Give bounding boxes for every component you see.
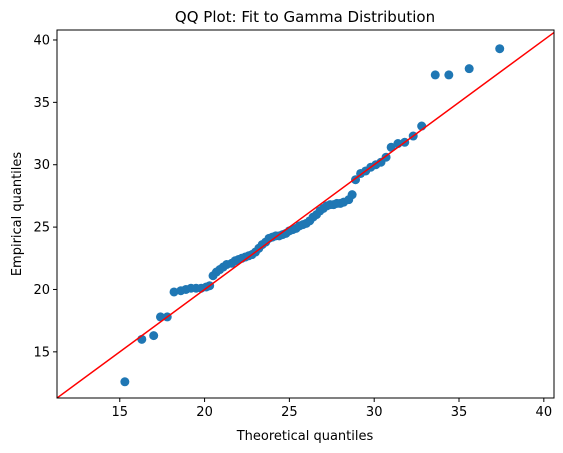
x-axis: 15 20 25 30 35 40 <box>111 398 552 420</box>
x-tick-label: 20 <box>196 405 213 420</box>
data-point <box>120 377 130 387</box>
x-tick-label: 15 <box>111 405 128 420</box>
y-tick-label: 15 <box>33 345 50 360</box>
plot-frame <box>56 29 555 399</box>
y-tick-label: 40 <box>33 33 50 48</box>
data-point <box>169 287 179 297</box>
data-point <box>464 64 474 74</box>
y-tick-label: 30 <box>33 158 50 173</box>
x-axis-title: Theoretical quantiles <box>236 429 374 444</box>
data-point <box>386 142 396 152</box>
data-point <box>430 70 440 80</box>
data-point <box>495 44 505 54</box>
y-tick-label: 25 <box>33 221 50 236</box>
x-tick-label: 25 <box>281 405 298 420</box>
data-point <box>155 312 165 322</box>
x-tick-label: 30 <box>366 405 383 420</box>
x-tick-label: 40 <box>536 405 553 420</box>
data-point <box>149 331 159 341</box>
data-point <box>347 190 357 200</box>
y-axis-title: Empirical quantiles <box>10 152 25 277</box>
x-tick-label: 35 <box>451 405 468 420</box>
data-point <box>444 70 454 80</box>
y-tick-label: 35 <box>33 96 50 111</box>
y-axis: 15 20 25 30 35 40 <box>33 33 57 360</box>
chart-title: QQ Plot: Fit to Gamma Distribution <box>175 8 435 26</box>
y-tick-label: 20 <box>33 283 50 298</box>
